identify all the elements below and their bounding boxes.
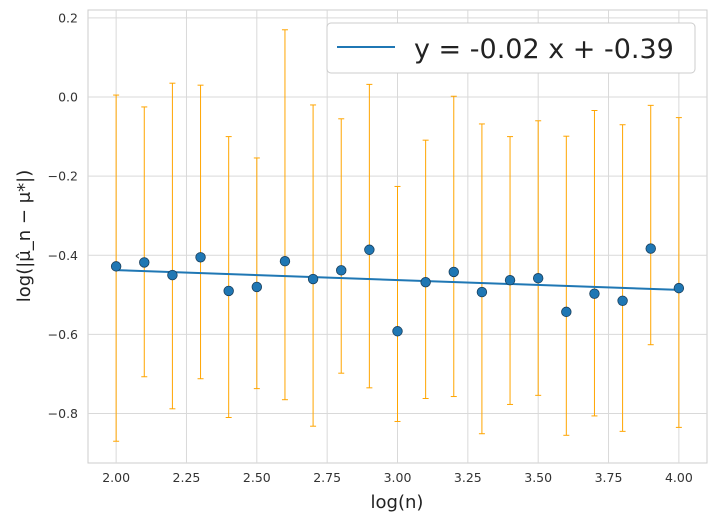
y-tick-label: −0.8 xyxy=(48,406,78,421)
data-point xyxy=(167,269,178,281)
data-point xyxy=(673,282,685,294)
x-tick-label: 2.00 xyxy=(102,470,130,485)
legend-box xyxy=(326,22,696,74)
y-tick-label: −0.4 xyxy=(48,248,78,263)
legend: y = -0.02 x + -0.39 xyxy=(326,22,696,74)
error-bars xyxy=(113,29,682,442)
error-bar xyxy=(394,185,401,422)
error-bar xyxy=(647,104,654,346)
data-point xyxy=(223,285,234,297)
error-bar xyxy=(141,106,148,378)
x-tick-labels: 2.00 2.25 2.50 2.75 3.00 3.25 3.50 3.75 4.00 xyxy=(102,470,693,485)
error-bar xyxy=(169,82,176,410)
error-bar xyxy=(675,117,682,428)
error-bar xyxy=(422,139,429,400)
error-bar xyxy=(507,136,514,405)
error-bar xyxy=(366,83,373,389)
data-point xyxy=(617,295,628,306)
x-tick-label: 4.00 xyxy=(665,470,693,485)
y-axis-label: log(|μ̂_n − μ*|) xyxy=(14,170,35,302)
data-point xyxy=(532,273,544,284)
y-tick-label: −0.6 xyxy=(48,327,78,342)
x-tick-label: 3.75 xyxy=(595,470,623,485)
data-point xyxy=(392,326,403,337)
error-bar xyxy=(197,84,204,380)
x-axis-label: log(n) xyxy=(371,492,424,513)
data-point xyxy=(504,275,516,286)
data-point xyxy=(420,276,431,288)
x-tick-label: 3.25 xyxy=(454,470,482,485)
data-point xyxy=(476,286,488,298)
data-point xyxy=(336,265,347,276)
error-bar xyxy=(478,123,485,435)
y-tick-label: 0.2 xyxy=(58,10,78,25)
x-tick-label: 2.25 xyxy=(173,470,201,485)
data-point xyxy=(645,243,656,254)
error-bar xyxy=(281,29,288,401)
legend-label: y = -0.02 x + -0.39 xyxy=(414,34,674,65)
error-bar xyxy=(225,136,232,419)
y-tick-label: −0.2 xyxy=(48,169,78,184)
data-point xyxy=(589,288,600,299)
error-bar xyxy=(450,95,457,398)
x-tick-label: 2.50 xyxy=(243,470,271,485)
x-tick-label: 3.00 xyxy=(384,470,412,485)
y-tick-labels: 0.2 0.0 −0.2 −0.4 −0.6 −0.8 xyxy=(48,10,78,421)
data-point xyxy=(279,256,291,267)
x-tick-label: 3.50 xyxy=(524,470,552,485)
error-bar xyxy=(591,109,598,417)
data-point xyxy=(448,266,459,278)
fit-line xyxy=(116,269,679,291)
data-point xyxy=(195,252,206,263)
error-bar xyxy=(619,124,626,432)
y-tick-label: 0.0 xyxy=(58,90,78,105)
error-bar xyxy=(310,104,317,427)
data-points xyxy=(110,243,685,337)
error-bar xyxy=(338,118,345,374)
data-point xyxy=(364,244,375,255)
fit-line-group xyxy=(116,269,679,291)
x-tick-label: 2.75 xyxy=(313,470,341,485)
data-point xyxy=(307,273,319,285)
error-bar xyxy=(253,157,260,390)
error-bar xyxy=(535,120,542,396)
data-point xyxy=(110,261,122,272)
data-point xyxy=(251,281,263,293)
data-point xyxy=(139,257,150,268)
data-point xyxy=(561,306,572,318)
